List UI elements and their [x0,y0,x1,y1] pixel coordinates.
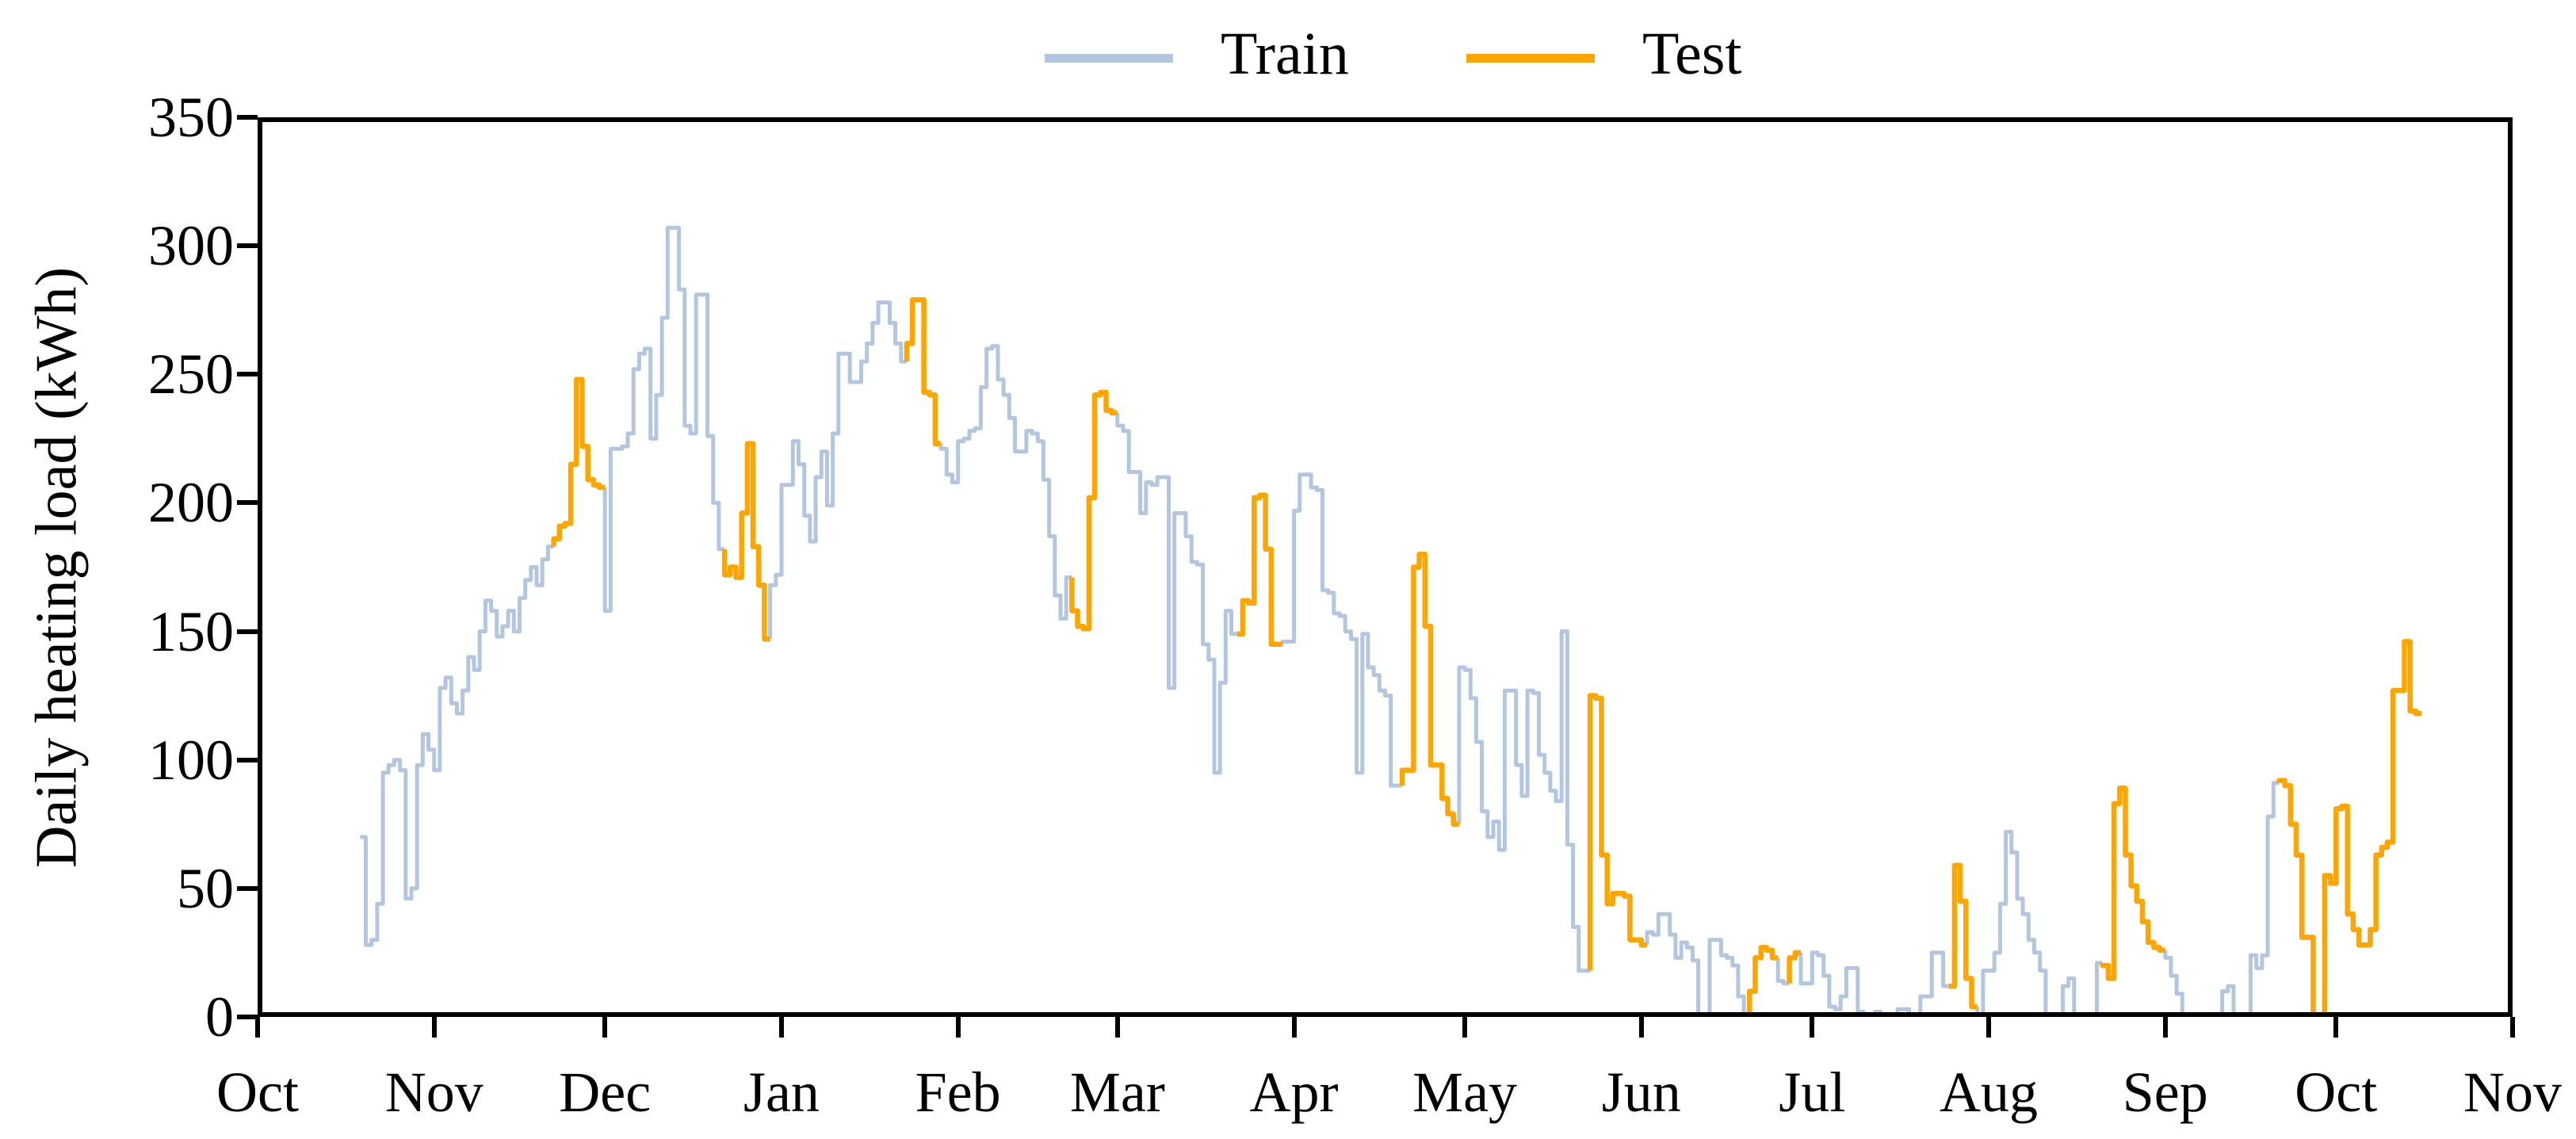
x-tick-label: Jul [1779,1061,1846,1124]
x-tick-mark [1638,1017,1644,1038]
y-tick-label: 350 [148,86,234,149]
test-series-segment [1747,945,1779,1017]
x-tick-label: Nov [384,1061,483,1124]
x-tick-label: Aug [1940,1061,2039,1124]
x-tick-mark [2333,1017,2339,1038]
y-tick-label: 250 [148,342,234,407]
x-tick-label: Feb [915,1061,1001,1124]
x-tick-label: Jun [1601,1061,1681,1124]
train-series-segment [768,300,907,640]
x-tick-mark [255,1017,260,1038]
train-series-segment [602,225,725,613]
y-tick-mark [237,629,258,634]
train-series-segment [1280,472,1403,788]
y-tick-mark [237,885,258,891]
x-tick-label: May [1412,1061,1518,1124]
train-series-segment [1775,957,1790,986]
train-series-segment [2163,781,2280,1017]
test-series-segment [2276,639,2422,1017]
legend: Train Test [0,14,2576,94]
y-tick-mark [237,500,258,506]
x-tick-mark [1810,1017,1815,1038]
test-series-segment [2100,785,2165,981]
y-tick-label: 150 [148,599,234,663]
x-tick-mark [778,1017,784,1038]
train-series-segment [1115,412,1237,775]
test-series [551,296,2422,1017]
y-tick-label: 300 [148,214,234,278]
test-series-segment [1069,389,1118,632]
x-tick-mark [1291,1017,1297,1038]
train-series [360,225,2280,1017]
x-tick-label: Oct [2295,1061,2378,1124]
train-series-segment [938,344,1072,621]
x-tick-label: Oct [216,1061,299,1124]
y-tick-mark [237,372,258,377]
x-tick-mark [602,1017,608,1038]
train-series-segment [1645,912,1750,1017]
legend-label-train: Train [1221,21,1349,87]
legend-label-test: Test [1642,21,1742,87]
plot-area [360,225,2422,1017]
x-tick-mark [2162,1017,2168,1038]
test-series-segment [1787,950,1801,984]
test-series-segment [721,441,770,642]
x-tick-label: Nov [2463,1061,2562,1124]
x-tick-mark [1986,1017,1992,1038]
test-series-segment [551,376,606,547]
test-series-segment [1399,552,1459,827]
train-series-segment [1457,629,1591,973]
x-tick-mark [1114,1017,1120,1038]
y-tick-mark [237,115,258,120]
x-tick-mark [955,1017,961,1038]
test-series-segment [1236,492,1283,648]
test-series-segment [904,296,942,447]
y-tick-label: 50 [177,856,234,920]
x-tick-mark [1462,1017,1468,1038]
y-tick-label: 0 [205,985,234,1049]
x-tick-label: Mar [1069,1061,1165,1124]
x-tick-mark [431,1017,437,1038]
train-series-segment [360,545,554,947]
x-tick-mark [2510,1017,2515,1038]
x-tick-label: Jan [743,1061,820,1124]
x-tick-label: Apr [1249,1061,1339,1124]
y-tick-mark [237,243,258,249]
y-tick-label: 100 [148,728,234,792]
y-tick-mark [237,757,258,763]
axes-frame [258,117,2513,1017]
train-series-segment [1975,830,2103,1017]
y-tick-mark [237,1015,258,1019]
x-tick-label: Dec [559,1061,652,1124]
test-series-segment [1587,693,1647,971]
train-series-segment [1798,950,1949,1017]
train-line-swatch-icon [1045,54,1173,63]
test-line-swatch-icon [1466,54,1595,63]
y-tick-label: 200 [148,471,234,535]
x-tick-label: Sep [2122,1061,2208,1124]
test-series-segment [1948,862,1978,1010]
